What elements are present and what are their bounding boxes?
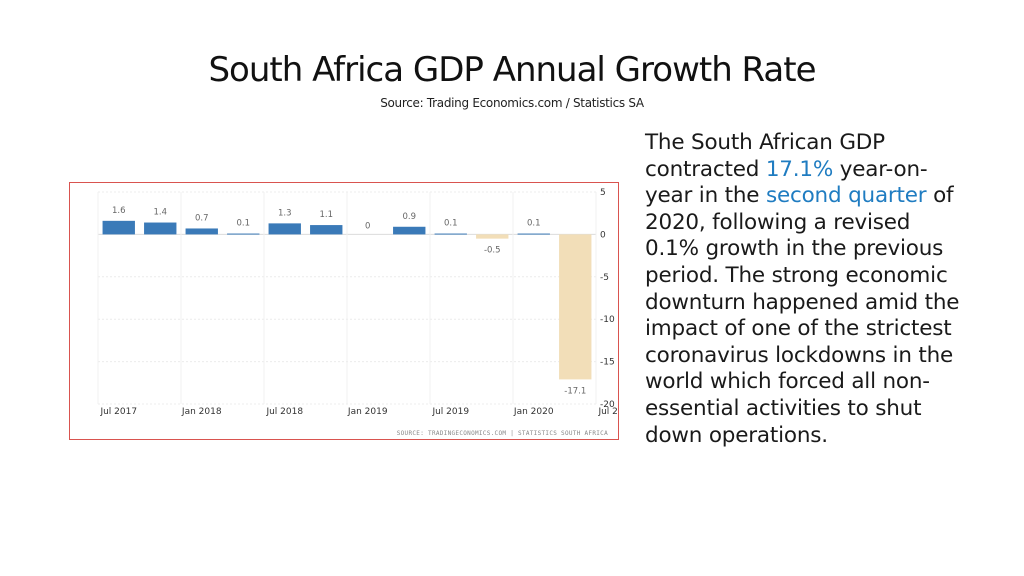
data-label: 1.3 — [278, 208, 292, 218]
bar — [393, 226, 426, 235]
data-label: -0.5 — [484, 246, 501, 256]
y-tick-label: -10 — [600, 315, 615, 325]
data-label: 1.6 — [112, 206, 126, 216]
data-label: -17.1 — [564, 386, 586, 396]
highlight-gdp-contraction: 17.1% — [765, 156, 834, 182]
y-tick-label: -15 — [600, 358, 615, 368]
x-tick-label: Jul 2019 — [431, 407, 469, 417]
chart-source-note: SOURCE: TRADINGECONOMICS.COM | STATISTIC… — [397, 430, 608, 437]
y-tick-label: 0 — [600, 230, 606, 240]
description-paragraph: The South African GDP contracted 17.1% y… — [645, 130, 965, 449]
page-subtitle: Source: Trading Economics.com / Statisti… — [380, 96, 644, 110]
x-tick-label: Jul 2017 — [99, 407, 137, 417]
x-tick-label: Jul 2020 — [597, 407, 618, 417]
bar — [268, 223, 301, 235]
bar — [559, 234, 592, 380]
bar — [227, 233, 260, 235]
highlight-second-quarter: second quarter — [765, 183, 927, 209]
x-tick-label: Jan 2020 — [513, 407, 554, 417]
data-label: 0.1 — [236, 219, 250, 229]
x-tick-label: Jan 2018 — [181, 407, 222, 417]
bar — [185, 228, 218, 235]
data-label: 0.1 — [444, 219, 458, 229]
data-label: 0.1 — [527, 219, 541, 229]
y-tick-label: -5 — [600, 273, 609, 283]
page-title: South Africa GDP Annual Growth Rate — [208, 50, 816, 90]
data-label: 1.1 — [319, 210, 333, 220]
paragraph-text-1: The South African GDP contracted — [645, 130, 885, 182]
paragraph-text-2: year-on-year in the — [645, 156, 928, 209]
chart-canvas: 5 0 -5 -10 -15 -20 1.6 1.4 0.7 0.1 1.3 1.1 0 0.9 0.1 -0… — [97, 188, 618, 437]
bar — [517, 233, 550, 235]
data-label: 1.4 — [153, 208, 167, 218]
bar — [102, 220, 135, 235]
data-label: 0 — [365, 221, 370, 231]
bar — [144, 222, 177, 235]
data-label: 0.9 — [402, 212, 416, 222]
data-label: 0.7 — [195, 213, 209, 223]
x-tick-label: Jul 2018 — [265, 407, 303, 417]
y-tick-label: 5 — [600, 188, 606, 198]
x-tick-label: Jan 2019 — [347, 407, 388, 417]
bar — [476, 234, 509, 239]
paragraph-text-3: of 2020, following a revised 0.1% growth… — [645, 183, 960, 448]
bar — [434, 233, 467, 235]
bar — [310, 225, 343, 235]
y-tick-label: -20 — [600, 400, 615, 410]
gdp-bar-chart: 5 0 -5 -10 -15 -20 1.6 1.4 0.7 0.1 1.3 1.1 0 0.9 0.1 -0… — [69, 182, 619, 440]
